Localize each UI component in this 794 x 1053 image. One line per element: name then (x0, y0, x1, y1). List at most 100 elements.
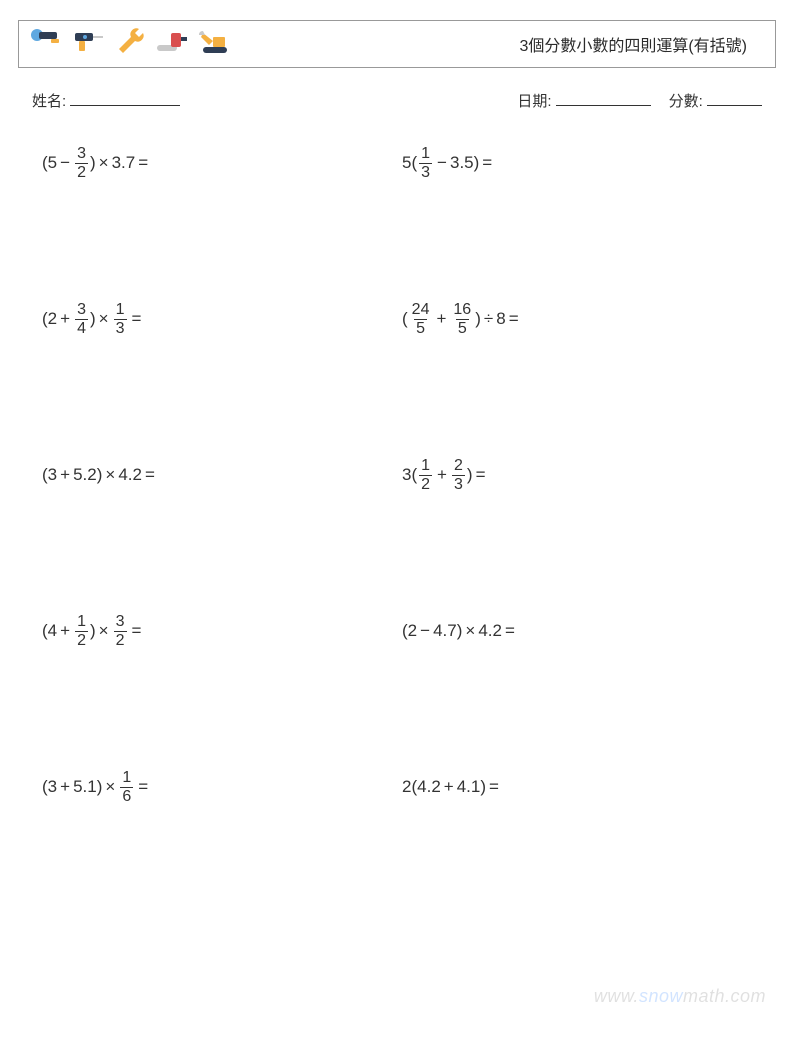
watermark-prefix: www. (594, 986, 639, 1006)
problem-p3: (2 + 34) × 13 = (42, 297, 392, 341)
fraction: 23 (452, 458, 465, 493)
paren: ) (475, 309, 481, 329)
fraction-numerator: 16 (451, 302, 473, 319)
excavator-icon (197, 25, 231, 64)
date-label: 日期: (517, 93, 551, 110)
fraction-denominator: 2 (75, 631, 88, 649)
problem-p10: 2(4.2 + 4.1) = (402, 765, 752, 809)
fraction-denominator: 3 (114, 319, 127, 337)
fraction: 165 (451, 302, 473, 337)
problem-p6: 3(12 + 23) = (402, 453, 752, 497)
number: 3 (402, 465, 411, 485)
operator: = (132, 309, 142, 329)
number: 4.2 (118, 465, 142, 485)
operator: = (482, 153, 492, 173)
number: 8 (496, 309, 505, 329)
paren: ) (90, 309, 96, 329)
score-field: 分數: (669, 90, 762, 111)
operator: × (99, 153, 109, 173)
fraction-denominator: 2 (114, 631, 127, 649)
operator: = (476, 465, 486, 485)
watermark-accent: snow (639, 986, 683, 1006)
fraction: 12 (419, 458, 432, 493)
fraction-denominator: 5 (414, 319, 427, 337)
operator: + (444, 777, 454, 797)
fraction-denominator: 5 (456, 319, 469, 337)
operator: − (60, 153, 70, 173)
name-field: 姓名: (32, 90, 180, 111)
fraction: 32 (114, 614, 127, 649)
number: 5 (402, 153, 411, 173)
problem-p8: (2 − 4.7) × 4.2 = (402, 609, 752, 653)
paren: ) (97, 777, 103, 797)
paren: ) (90, 153, 96, 173)
fraction: 34 (75, 302, 88, 337)
operator: = (138, 153, 148, 173)
info-row: 姓名: 日期: 分數: (18, 90, 776, 111)
number: 4 (48, 621, 57, 641)
paren: ) (474, 153, 480, 173)
fraction-numerator: 1 (120, 770, 133, 787)
fraction-numerator: 3 (75, 302, 88, 319)
fraction-denominator: 2 (419, 475, 432, 493)
watermark: www.snowmath.com (594, 986, 766, 1007)
fraction: 13 (419, 146, 432, 181)
number: 2 (402, 777, 411, 797)
operator: + (60, 465, 70, 485)
fraction-numerator: 1 (114, 302, 127, 319)
problem-p4: (245 + 165) ÷ 8 = (402, 297, 752, 341)
fraction-numerator: 1 (75, 614, 88, 631)
chainsaw-icon (155, 25, 189, 64)
fraction: 12 (75, 614, 88, 649)
drill-icon (71, 25, 105, 64)
paren: ) (457, 621, 463, 641)
problem-p1: (5 − 32) × 3.7 = (42, 141, 392, 185)
name-blank (70, 91, 180, 106)
operator: × (465, 621, 475, 641)
number: 3.5 (450, 153, 474, 173)
operator: = (505, 621, 515, 641)
operator: × (99, 621, 109, 641)
fraction: 245 (410, 302, 432, 337)
number: 4.7 (433, 621, 457, 641)
problem-p9: (3 + 5.1) × 16 = (42, 765, 392, 809)
problem-p5: (3 + 5.2) × 4.2 = (42, 453, 392, 497)
operator: + (437, 465, 447, 485)
paren: ) (467, 465, 473, 485)
fraction-numerator: 1 (419, 146, 432, 163)
header-box: 3個分數小數的四則運算(有括號) (18, 20, 776, 68)
operator: − (437, 153, 447, 173)
date-blank (556, 91, 651, 106)
operator: + (60, 621, 70, 641)
fraction-denominator: 3 (419, 163, 432, 181)
paren: ( (411, 465, 417, 485)
fraction-denominator: 2 (75, 163, 88, 181)
paren: ) (480, 777, 486, 797)
fraction-numerator: 3 (114, 614, 127, 631)
operator: + (60, 309, 70, 329)
operator: + (60, 777, 70, 797)
operator: = (145, 465, 155, 485)
operator: = (509, 309, 519, 329)
paren: ( (402, 309, 408, 329)
worksheet-page: 3個分數小數的四則運算(有括號) 姓名: 日期: 分數: (5 − 32) × … (0, 0, 794, 1053)
problem-p7: (4 + 12) × 32 = (42, 609, 392, 653)
name-label: 姓名: (32, 93, 66, 110)
fraction: 32 (75, 146, 88, 181)
fraction-denominator: 4 (75, 319, 88, 337)
fraction-numerator: 24 (410, 302, 432, 319)
tool-icon-row (29, 25, 231, 64)
problems-grid: (5 − 32) × 3.7 = 5(13 − 3.5) = (2 + 34) … (18, 141, 776, 809)
watermark-suffix: math.com (683, 986, 766, 1006)
operator: × (105, 465, 115, 485)
paren: ) (90, 621, 96, 641)
number: 4.2 (478, 621, 502, 641)
operator: ÷ (484, 309, 493, 329)
operator: = (138, 777, 148, 797)
wrench-icon (113, 25, 147, 64)
number: 3 (48, 465, 57, 485)
score-blank (707, 91, 762, 106)
operator: = (132, 621, 142, 641)
number: 4.1 (457, 777, 481, 797)
worksheet-title: 3個分數小數的四則運算(有括號) (519, 32, 765, 56)
